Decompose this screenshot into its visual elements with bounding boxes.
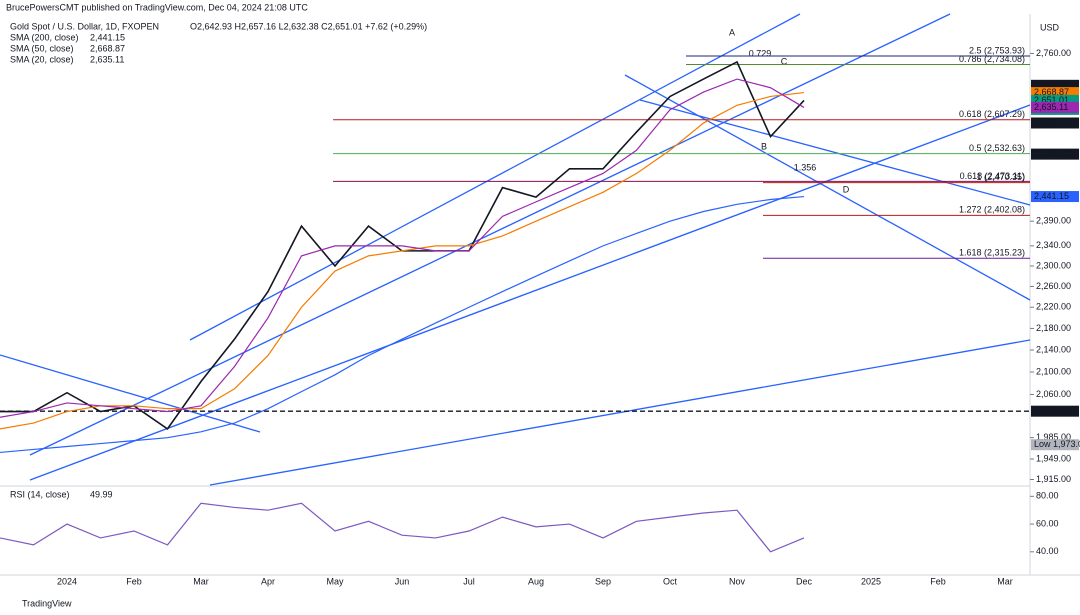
- level-label: 0.786 (2,734.08): [959, 54, 1025, 64]
- level-label: 1.272 (2,402.08): [959, 205, 1025, 215]
- price-tag-label: 2,668.87: [1034, 87, 1069, 97]
- price-tag: [1031, 117, 1079, 129]
- series-line: [0, 502, 805, 553]
- y-tick-label: 2,760.00: [1036, 48, 1071, 58]
- x-tick-label: Apr: [261, 576, 275, 586]
- y-tick-label: 80.00: [1036, 491, 1059, 501]
- level-label: 2.5 (2,753.93): [969, 45, 1025, 55]
- trendline: [624, 74, 1031, 301]
- level-label: 1 (2,470.35): [976, 172, 1025, 182]
- y-tick-label: 1,915.00: [1036, 474, 1071, 484]
- series-line: [0, 195, 805, 454]
- level-label: 1.618 (2,315.23): [959, 248, 1025, 258]
- y-tick-label: 2,100.00: [1036, 366, 1071, 376]
- level-label: 0.618 (2,607.29): [959, 109, 1025, 119]
- price-tag-label: 2,685.56: [1034, 80, 1069, 90]
- price-tag: [1031, 191, 1079, 203]
- currency: USD: [1040, 22, 1060, 32]
- y-tick-label: 2,340.00: [1036, 240, 1071, 250]
- trendline: [639, 99, 1031, 206]
- x-tick-label: 2025: [861, 576, 881, 586]
- y-tick-label: 2,140.00: [1036, 344, 1071, 354]
- price-tag-label: 2,441.15: [1034, 191, 1069, 201]
- y-tick-label: 2,260.00: [1036, 281, 1071, 291]
- y-tick-label: 60.00: [1036, 518, 1059, 528]
- x-tick-label: Mar: [997, 576, 1013, 586]
- y-tick-label: 2,220.00: [1036, 302, 1071, 312]
- legend-value: 2,635.11: [90, 54, 124, 64]
- trendline: [189, 13, 801, 341]
- trendlines: [0, 13, 1031, 486]
- legend-name: SMA (50, close): [10, 43, 74, 53]
- legend-value: 2,668.87: [90, 43, 125, 53]
- x-tick-label: Jun: [395, 576, 410, 586]
- price-tag: [1031, 87, 1079, 99]
- x-tick-label: Mar: [193, 576, 209, 586]
- x-tick-label: Aug: [528, 576, 544, 586]
- rsi-title: RSI (14, close): [10, 489, 70, 499]
- legend-value: 2,441.15: [90, 32, 125, 42]
- legend-name: SMA (200, close): [10, 32, 79, 42]
- symbol: Gold Spot / U.S. Dollar, 1D, FXOPEN: [10, 21, 159, 31]
- trendline: [0, 354, 261, 433]
- price-tag-label: 2,651.01: [1034, 95, 1069, 105]
- x-tick-label: Feb: [126, 576, 142, 586]
- price-tag-label: 2,600.14: [1034, 117, 1069, 127]
- x-tick-label: Jul: [463, 576, 475, 586]
- legend-name: SMA (20, close): [10, 54, 74, 64]
- x-tick-label: Sep: [595, 576, 611, 586]
- ratio-label: 0.729: [749, 48, 772, 58]
- ratio-label: 1.356: [794, 162, 817, 172]
- point-label: C: [781, 56, 788, 66]
- x-tick-label: Oct: [663, 576, 678, 586]
- series-line: [0, 78, 805, 418]
- y-tick-label: 1,985.00: [1036, 432, 1071, 442]
- series-line: [0, 91, 805, 430]
- point-label: B: [761, 141, 767, 151]
- footer: TradingView: [22, 598, 72, 608]
- ohlc: O2,642.93 H2,657.16 L2,632.38 C2,651.01 …: [190, 21, 427, 31]
- level-label: 0.5 (2,532.63): [969, 143, 1025, 153]
- price-tag: [1031, 101, 1079, 113]
- point-label: A: [729, 27, 735, 37]
- price-tag: [1031, 148, 1079, 160]
- x-tick-label: Feb: [930, 576, 946, 586]
- x-tick-label: May: [326, 576, 344, 586]
- level-label: 0.618 (2,473.11): [960, 171, 1025, 181]
- y-tick-label: 40.00: [1036, 546, 1059, 556]
- trendline: [29, 104, 1031, 481]
- price-tag: [1031, 79, 1079, 91]
- point-label: D: [843, 184, 850, 194]
- x-tick-label: 2024: [57, 576, 77, 586]
- x-tick-label: Nov: [729, 576, 746, 586]
- price-tag-label: 2,635.11: [1034, 102, 1068, 112]
- price-tag: [1031, 405, 1079, 417]
- price-tag: [1031, 439, 1079, 451]
- price-tag-label: 2,531.63: [1034, 148, 1069, 158]
- publisher: BrucePowersCMT published on TradingView.…: [6, 2, 308, 12]
- x-tick-label: Dec: [796, 576, 813, 586]
- price-tag-label: 2,030.60: [1034, 406, 1069, 416]
- y-tick-label: 1,949.00: [1036, 453, 1071, 463]
- trendline: [29, 13, 951, 456]
- y-tick-label: 2,180.00: [1036, 323, 1071, 333]
- y-tick-label: 2,060.00: [1036, 389, 1071, 399]
- trendline: [209, 339, 1031, 486]
- rsi-value: 49.99: [90, 489, 113, 499]
- y-tick-label: 2,300.00: [1036, 260, 1071, 270]
- y-tick-label: 2,390.00: [1036, 216, 1071, 226]
- price-tag-label: Low 1,973.00: [1034, 439, 1080, 449]
